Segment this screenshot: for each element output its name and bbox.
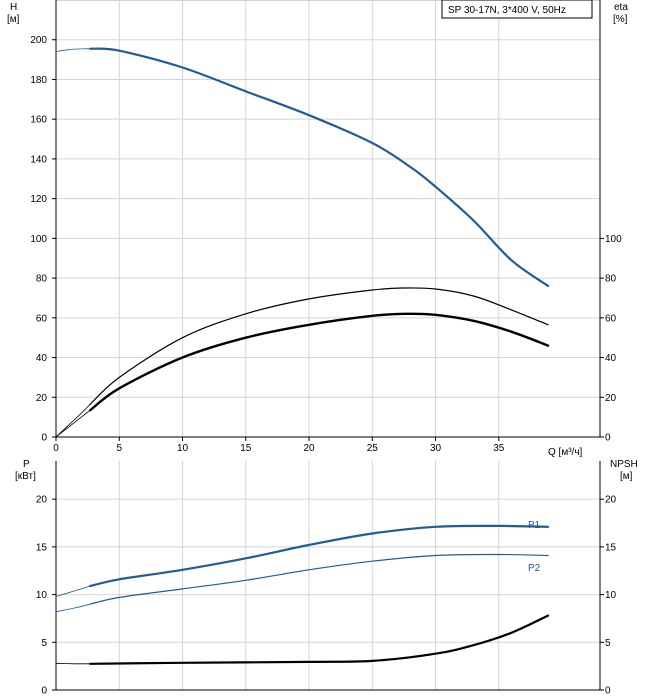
bottom-right-tick-label-20: 20 [605,495,617,506]
x-tick-label-0: 0 [53,443,59,454]
tick-labels: 0204060801001201401601802000204060801000… [30,35,622,696]
top-left-tick-label-100: 100 [30,234,47,245]
h-axis-title: H [10,2,17,13]
top-right-tick-label-100: 100 [605,234,622,245]
bottom-curve-P2-ext [55,603,91,613]
x-tick-label-20: 20 [303,443,315,454]
top-right-tick-label-0: 0 [605,433,611,444]
top-right-tick-label-40: 40 [605,353,617,364]
grid-lines [56,0,600,690]
top-right-tick-label-80: 80 [605,274,617,285]
bottom-left-tick-label-15: 15 [36,542,48,553]
bottom-left-tick-label-10: 10 [36,590,48,601]
bottom-curve-P1 [89,524,550,588]
q-axis-title: Q [м³/ч] [548,447,583,458]
npsh-axis-unit: [м] [620,471,633,482]
top-left-tick-label-180: 180 [30,75,47,86]
axes [52,0,604,691]
x-tick-label-10: 10 [177,443,189,454]
bottom-right-tick-label-10: 10 [605,590,617,601]
p-axis-title: P [23,459,30,470]
bottom-curve-P2 [89,553,549,605]
x-tick-label-5: 5 [116,443,122,454]
top-left-tick-label-0: 0 [41,433,47,444]
top-left-tick-label-160: 160 [30,115,47,126]
x-tick-label-25: 25 [367,443,379,454]
top-right-tick-label-60: 60 [605,313,617,324]
top-curve-eta2-ext [55,409,91,438]
top-left-tick-label-140: 140 [30,154,47,165]
top-curve-H-ext [55,48,91,52]
p1-series-label: P1 [528,520,541,531]
x-tick-label-35: 35 [493,443,505,454]
bottom-left-tick-label-0: 0 [41,686,47,697]
top-curve-eta-ext [55,403,91,438]
top-curve-eta [89,287,549,405]
bottom-left-tick-label-5: 5 [41,638,47,649]
top-curve-eta2 [89,312,550,412]
bottom-curve-NPSH [89,614,550,665]
eta-axis-title: eta [614,2,628,13]
eta-axis-unit: [%] [613,14,628,25]
top-left-tick-label-60: 60 [36,313,48,324]
top-left-tick-label-80: 80 [36,274,48,285]
bottom-right-tick-label-5: 5 [605,638,611,649]
bottom-curve-NPSH-ext [55,662,91,665]
top-left-tick-label-40: 40 [36,353,48,364]
p2-series-label: P2 [528,563,541,574]
legend-box [441,0,593,19]
bottom-left-tick-label-20: 20 [36,495,48,506]
top-left-tick-label-20: 20 [36,393,48,404]
top-left-tick-label-120: 120 [30,194,47,205]
npsh-axis-title: NPSH [610,459,638,470]
h-axis-unit: [м] [7,14,20,25]
x-tick-label-15: 15 [240,443,252,454]
top-right-tick-label-20: 20 [605,393,617,404]
bottom-right-tick-label-15: 15 [605,542,617,553]
bottom-right-tick-label-0: 0 [605,686,611,697]
bottom-curve-P1-ext [55,585,91,597]
x-tick-label-30: 30 [430,443,442,454]
legend-box-text: SP 30-17N, 3*400 V, 50Hz [448,5,566,16]
p-axis-unit: [кВт] [15,471,36,482]
curves [55,47,550,665]
top-left-tick-label-200: 200 [30,35,47,46]
top-curve-H [89,47,550,288]
